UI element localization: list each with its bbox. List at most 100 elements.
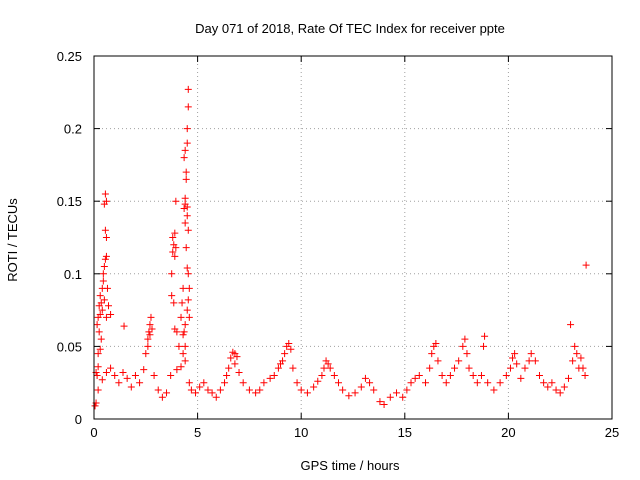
roti-point: [361, 374, 369, 382]
roti-point: [548, 379, 556, 387]
roti-point: [422, 379, 430, 387]
data-points: [91, 85, 590, 410]
roti-point: [330, 371, 338, 379]
roti-point: [279, 357, 287, 365]
roti-point: [521, 364, 529, 372]
roti-point: [102, 313, 110, 321]
roti-point: [111, 371, 119, 379]
roti-point: [465, 364, 473, 372]
roti-point: [180, 328, 188, 336]
roti-point: [403, 386, 411, 394]
roti-point: [531, 357, 539, 365]
roti-point: [148, 325, 156, 333]
roti-point: [582, 261, 590, 269]
roti-point: [256, 386, 264, 394]
roti-point: [477, 371, 485, 379]
roti-point: [168, 292, 176, 300]
roti-point: [285, 339, 293, 347]
roti-point: [183, 306, 191, 314]
roti-point: [183, 264, 191, 272]
x-tick-label: 5: [194, 425, 201, 440]
roti-point: [97, 335, 105, 343]
roti-point: [399, 393, 407, 401]
roti-point: [185, 379, 193, 387]
roti-point: [177, 363, 185, 371]
x-tick-label: 10: [294, 425, 308, 440]
x-tick-label: 0: [90, 425, 97, 440]
roti-point: [212, 393, 220, 401]
roti-point: [100, 263, 108, 271]
plot-frame: [93, 55, 613, 420]
roti-point: [182, 175, 190, 183]
roti-point: [96, 292, 104, 300]
roti-point: [145, 328, 153, 336]
roti-point: [225, 364, 233, 372]
tick-labels: 0 5 10 15 20 25 0 0.05 0.1 0.15 0.2 0.25: [57, 49, 620, 440]
roti-point: [303, 389, 311, 397]
roti-point: [123, 374, 131, 382]
roti-point: [147, 313, 155, 321]
roti-point: [181, 321, 189, 329]
roti-point: [239, 379, 247, 387]
roti-point: [173, 328, 181, 336]
roti-point: [297, 386, 305, 394]
y-tick-label: 0: [75, 412, 82, 427]
roti-point: [455, 357, 463, 365]
roti-point: [93, 371, 101, 379]
roti-point: [506, 364, 514, 372]
y-tick-label: 0.25: [57, 49, 82, 64]
roti-point: [94, 313, 102, 321]
roti-point: [442, 379, 450, 387]
roti-point: [94, 363, 102, 371]
roti-point: [415, 371, 423, 379]
roti-point: [107, 364, 115, 372]
roti-point: [140, 366, 148, 374]
roti-point: [182, 168, 190, 176]
roti-point: [451, 364, 459, 372]
roti-point: [293, 379, 301, 387]
roti-point: [577, 354, 585, 362]
roti-point: [171, 229, 179, 237]
roti-point: [334, 379, 342, 387]
roti-point: [96, 345, 104, 353]
roti-point: [196, 383, 204, 391]
roti-point: [95, 302, 103, 310]
roti-point: [270, 371, 278, 379]
roti-point: [172, 197, 180, 205]
roti-point: [525, 357, 533, 365]
roti-point: [95, 328, 103, 336]
roti-point: [318, 371, 326, 379]
axis-ticks: [93, 55, 613, 420]
roti-point: [579, 364, 587, 372]
roti-point: [94, 386, 102, 394]
roti-point: [144, 342, 152, 350]
roti-point: [481, 332, 489, 340]
roti-point: [480, 342, 488, 350]
x-tick-label: 15: [398, 425, 412, 440]
roti-point: [386, 393, 394, 401]
roti-point: [127, 383, 135, 391]
x-tick-label: 25: [605, 425, 619, 440]
roti-point: [502, 371, 510, 379]
roti-point: [180, 154, 188, 162]
roti-point: [274, 364, 282, 372]
x-axis-label: GPS time / hours: [301, 458, 400, 473]
roti-point: [184, 226, 192, 234]
roti-point: [177, 313, 185, 321]
roti-point: [183, 203, 191, 211]
roti-point: [517, 374, 525, 382]
roti-point: [180, 204, 188, 212]
roti-point: [93, 321, 101, 329]
roti-point: [169, 234, 177, 241]
roti-point: [540, 379, 548, 387]
roti-point: [91, 402, 99, 410]
roti-point: [181, 357, 189, 365]
roti-point: [192, 389, 200, 397]
roti-point: [564, 374, 572, 382]
roti-point: [102, 252, 110, 260]
roti-point: [150, 371, 158, 379]
roti-point: [469, 371, 477, 379]
roti-point: [509, 354, 517, 362]
roti-point: [461, 335, 469, 343]
